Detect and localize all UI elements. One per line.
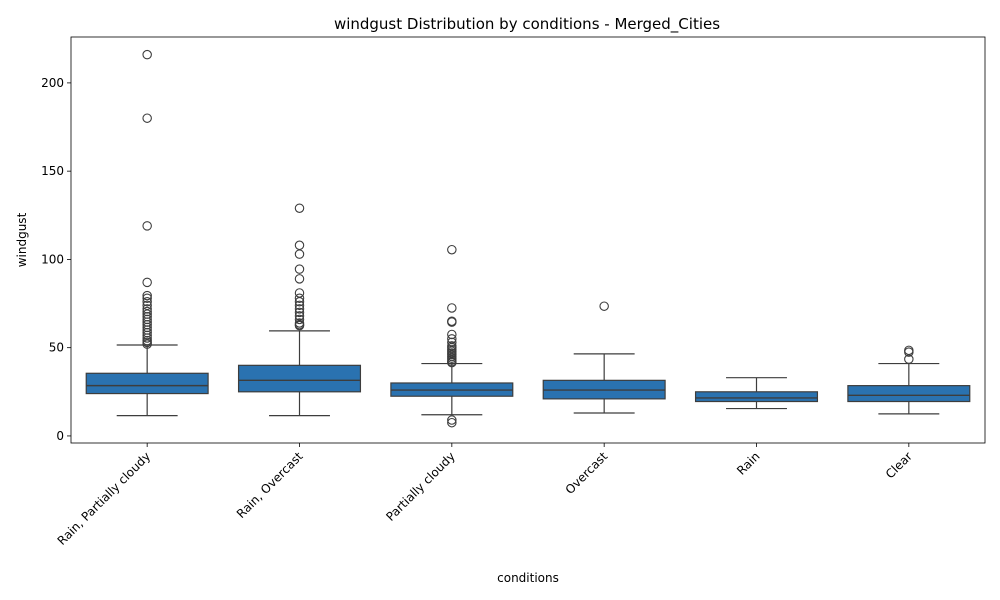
axes-frame — [70, 36, 986, 444]
outlier-point — [142, 277, 152, 288]
outlier-point — [294, 304, 305, 314]
outlier-point — [142, 339, 152, 349]
y-tick-label: 150 — [41, 164, 64, 178]
x-axis: Rain, Partially cloudy Rain, Overcast Part… — [55, 443, 915, 548]
outlier-point — [599, 301, 609, 311]
outlier-point — [294, 249, 305, 259]
x-tick-label: Rain, Overcast — [234, 449, 306, 521]
outlier-point — [447, 417, 457, 428]
outlier-point — [447, 357, 457, 368]
outlier-point — [294, 314, 305, 325]
outlier-point — [142, 290, 152, 301]
outlier-point — [904, 347, 914, 357]
x-tick-label: Overcast — [563, 449, 611, 497]
box-group — [237, 203, 362, 417]
iqr-box — [85, 372, 209, 395]
y-axis-label: windgust — [15, 212, 29, 267]
y-tick-label: 0 — [56, 429, 64, 443]
box-group — [542, 301, 666, 414]
y-tick-label: 100 — [41, 252, 64, 266]
iqr-box — [237, 364, 362, 393]
outlier-point — [294, 307, 305, 318]
outlier-point — [447, 415, 457, 425]
outlier-point — [294, 274, 305, 284]
outlier-point — [142, 293, 152, 304]
outlier-point — [294, 300, 305, 311]
outlier-point — [142, 221, 152, 231]
box-group — [847, 345, 971, 415]
box-group — [694, 377, 819, 410]
x-axis-label: conditions — [497, 571, 559, 585]
chart-title: windgust Distribution by conditions - Me… — [334, 15, 720, 34]
outlier-point — [142, 297, 152, 307]
outlier-point — [294, 203, 305, 213]
x-tick-label: Rain, Partially cloudy — [55, 449, 154, 548]
plot-area — [85, 49, 971, 428]
outlier-point — [294, 297, 305, 307]
outlier-point — [447, 303, 457, 313]
x-tick-label: Partially cloudy — [383, 449, 458, 524]
iqr-box — [847, 385, 971, 403]
box-group — [85, 49, 209, 417]
y-axis: 0 50 100 150 200 — [41, 76, 71, 443]
outlier-point — [142, 49, 152, 60]
outlier-point — [294, 240, 305, 251]
outlier-point — [142, 333, 152, 343]
outlier-point — [904, 354, 914, 364]
x-tick-label: Rain — [734, 449, 763, 478]
outlier-point — [294, 293, 305, 304]
y-tick-label: 50 — [49, 341, 64, 355]
outlier-point — [294, 264, 305, 274]
x-tick-label: Clear — [883, 449, 915, 481]
outlier-point — [447, 317, 457, 327]
outlier-point — [294, 320, 305, 331]
iqr-box — [694, 391, 819, 403]
y-tick-label: 200 — [41, 76, 64, 90]
box-group — [390, 244, 514, 428]
outlier-point — [447, 244, 457, 255]
outlier-point — [142, 113, 152, 123]
